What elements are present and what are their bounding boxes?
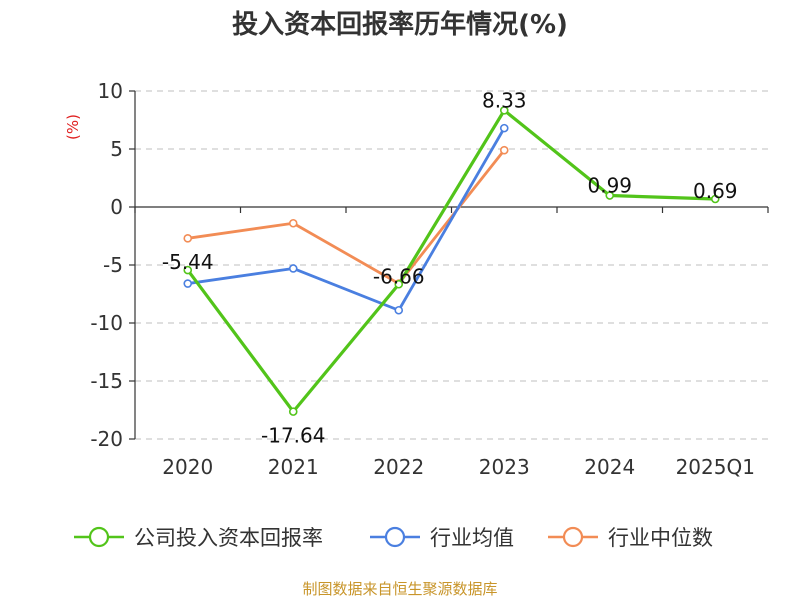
y-tick-label: -10 — [90, 311, 123, 335]
data-label: 0.99 — [587, 174, 632, 198]
legend-marker — [384, 526, 406, 548]
x-tick-label: 2023 — [479, 455, 530, 479]
x-axis-ticks: 2020 2021 2022 2023 2024 2025Q1 — [134, 207, 769, 479]
axes — [134, 91, 768, 439]
y-axis-unit-label: (%) — [64, 114, 82, 140]
data-point — [710, 194, 720, 204]
series-line — [186, 126, 506, 312]
legend-marker — [562, 526, 584, 548]
data-point — [183, 265, 193, 275]
series-line — [186, 108, 717, 414]
data-point — [288, 264, 298, 273]
y-tick-label: -20 — [90, 427, 123, 451]
x-tick-label: 2022 — [373, 455, 424, 479]
y-tick-label: 0 — [110, 195, 123, 219]
data-point — [499, 123, 509, 133]
legend-label: 公司投入资本回报率 — [134, 526, 323, 550]
x-tick-label: 2020 — [162, 455, 213, 479]
data-point — [499, 106, 509, 115]
data-label: -6.66 — [373, 264, 425, 288]
x-tick-label: 2021 — [268, 455, 319, 479]
data-point — [605, 191, 615, 200]
y-tick-label: -15 — [90, 369, 123, 393]
data-point — [288, 407, 298, 416]
y-axis-ticks: 10 5 0 -5 -10 -15 -20 — [90, 79, 135, 451]
data-point — [288, 218, 298, 228]
source-note: 制图数据来自恒生聚源数据库 — [302, 580, 497, 598]
legend-label: 行业均值 — [430, 526, 514, 550]
x-tick-label: 2025Q1 — [676, 455, 755, 479]
legend-label: 行业中位数 — [608, 526, 713, 550]
x-tick-label: 2024 — [584, 455, 635, 479]
data-point — [394, 305, 404, 315]
legend-marker — [88, 526, 110, 548]
y-tick-label: -5 — [103, 253, 123, 277]
chart-title: 投入资本回报率历年情况(%) — [232, 9, 568, 40]
series-group — [183, 106, 720, 416]
data-point — [394, 279, 404, 289]
data-label: 0.69 — [693, 179, 738, 203]
data-labels: -5.44 -17.64 -6.66 8.33 0.99 0.69 — [162, 88, 738, 447]
y-tick-label: 5 — [110, 137, 123, 161]
series-line — [186, 148, 506, 285]
data-point — [183, 279, 193, 288]
legend: 公司投入资本回报率 行业均值 行业中位数 — [74, 526, 713, 550]
gridlines — [135, 90, 768, 440]
data-point — [499, 145, 509, 155]
data-point — [183, 234, 193, 243]
data-label: -17.64 — [261, 424, 325, 448]
y-tick-label: 10 — [98, 79, 123, 103]
data-label: 8.33 — [482, 88, 527, 112]
data-label: -5.44 — [162, 250, 214, 274]
